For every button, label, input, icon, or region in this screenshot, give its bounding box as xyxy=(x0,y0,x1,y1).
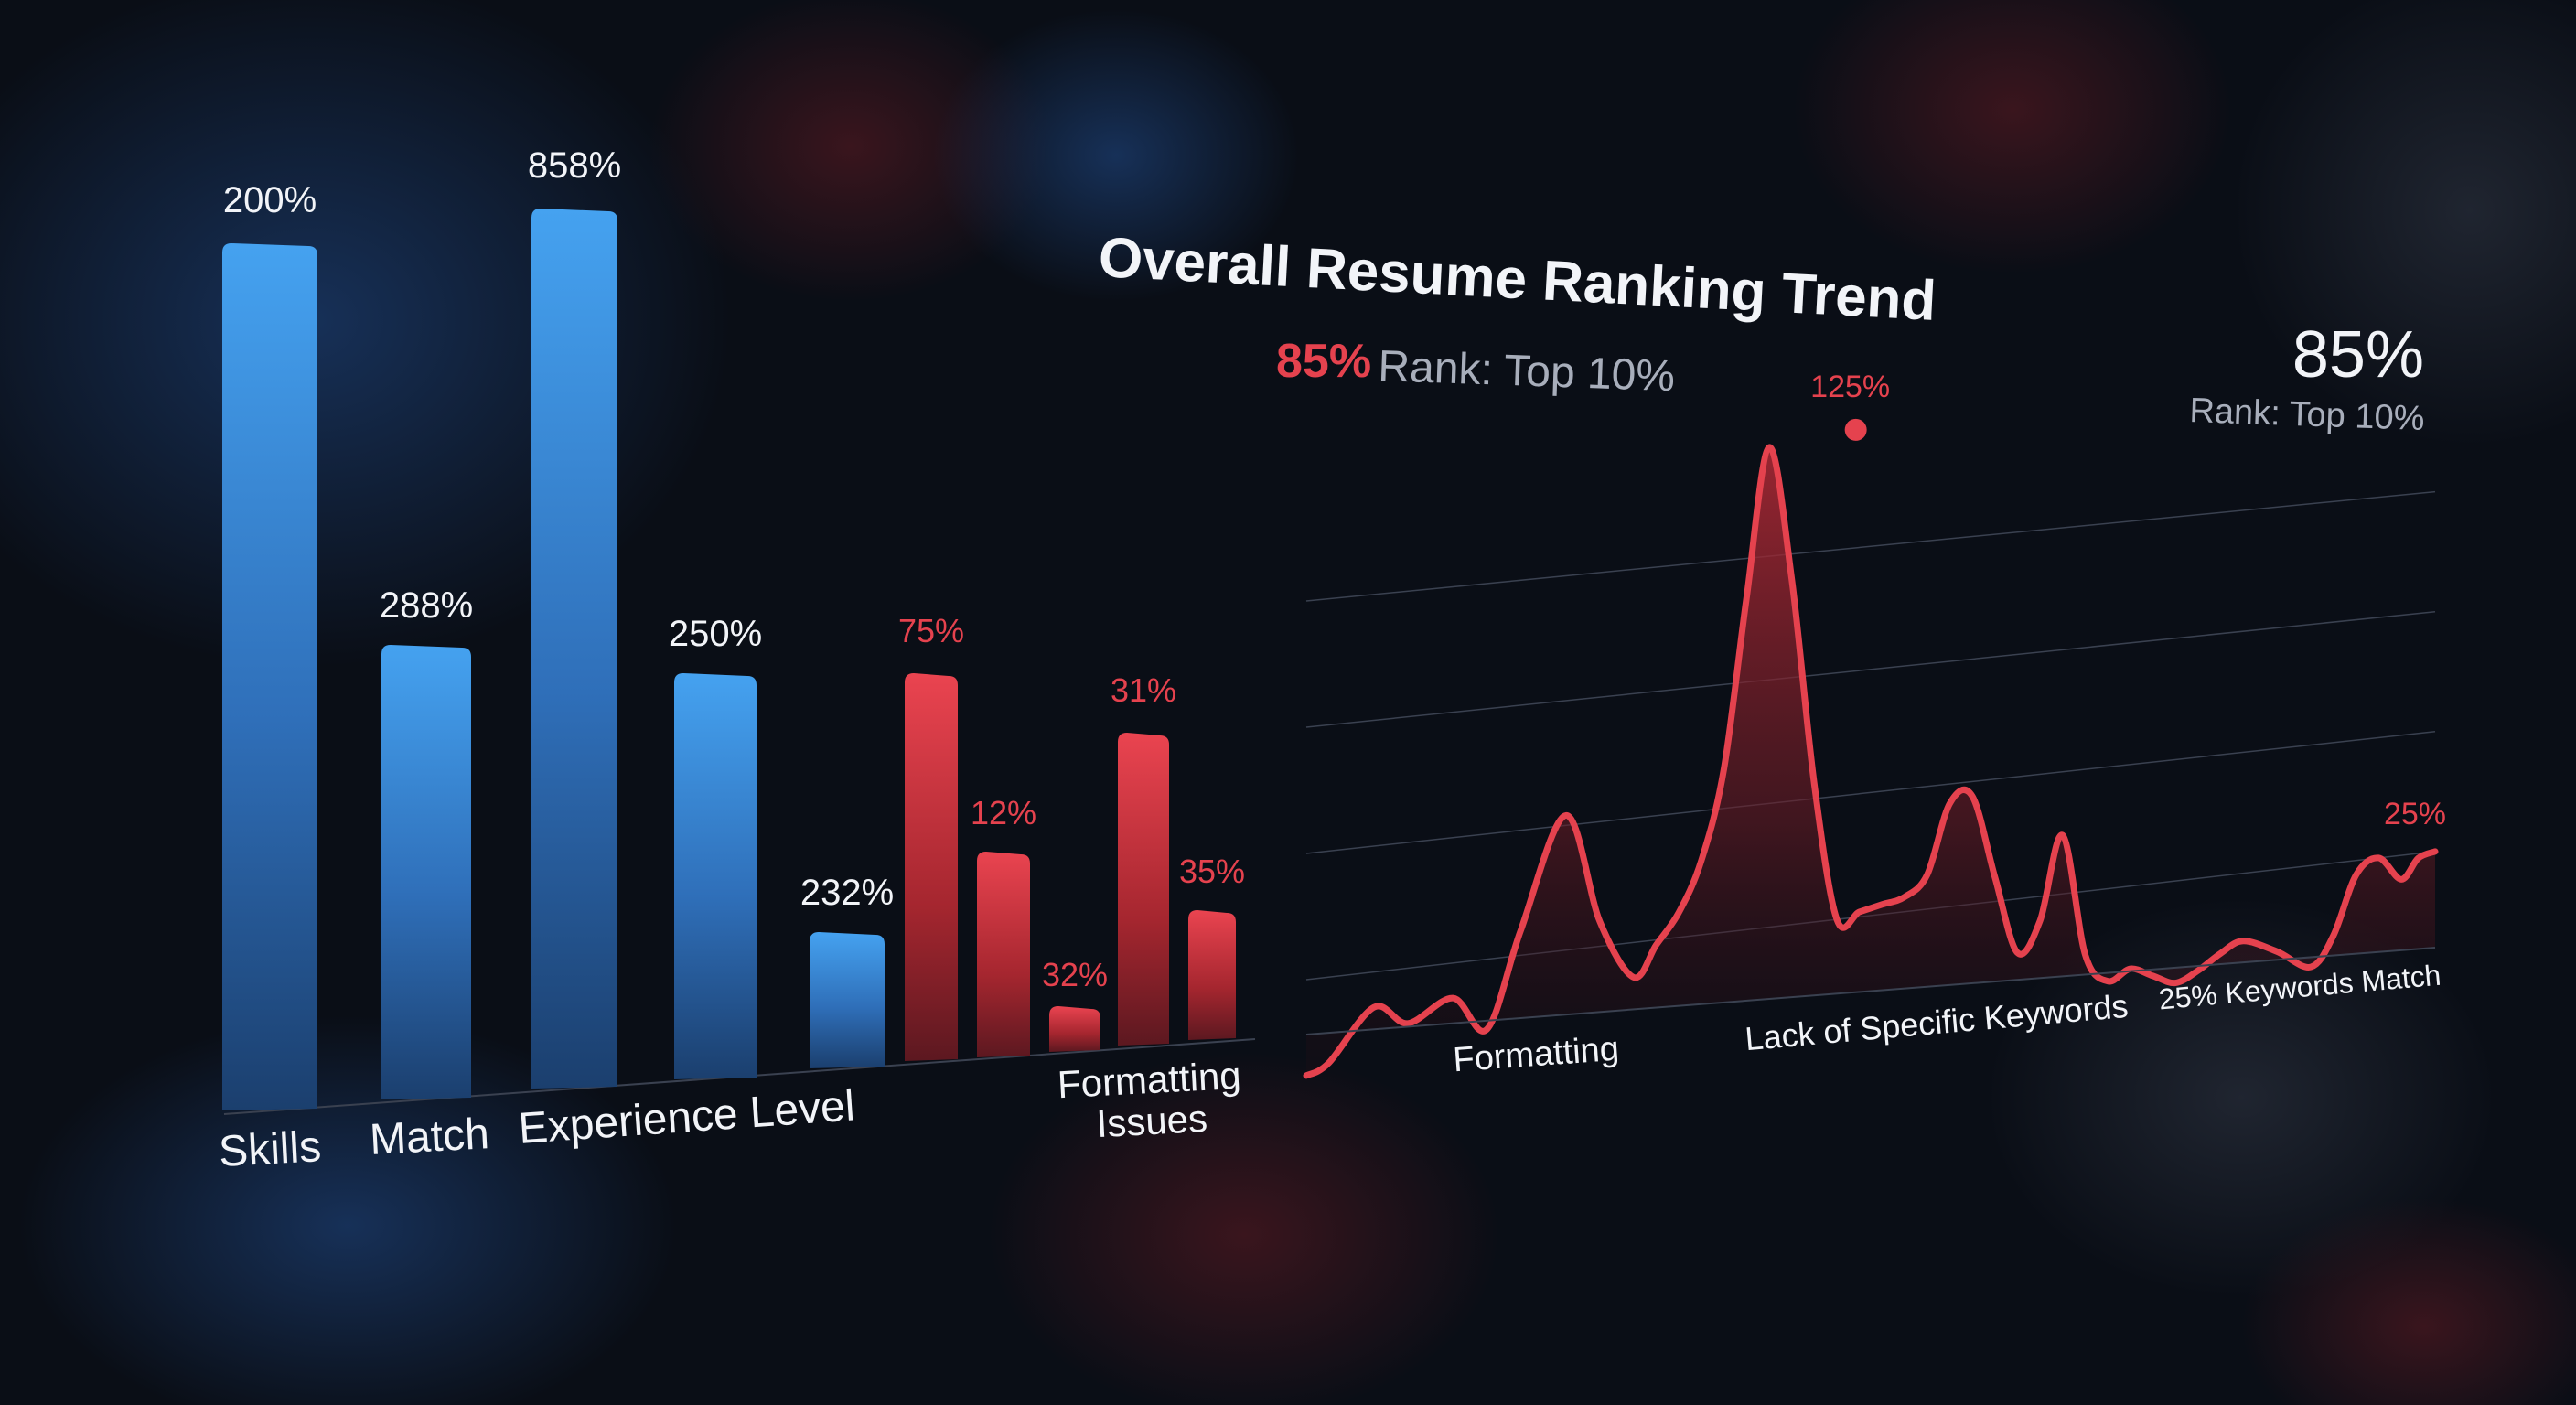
bar-value-label-9: 31% xyxy=(1111,671,1176,709)
annotation-label-2: 25% xyxy=(2384,797,2446,831)
bar-value-labels: 200% 288% 858% 250% 232% 75% 12% 32% 31% 35% xyxy=(223,145,1245,993)
gridline-4 xyxy=(1305,490,2436,602)
bar-value-label-1: 200% xyxy=(223,180,317,220)
x-label-formatting: Formatting xyxy=(1452,1030,1620,1080)
peak-marker xyxy=(1844,418,1867,441)
category-label-match: Match xyxy=(369,1110,490,1164)
bar-blue-3 xyxy=(531,209,617,1089)
gridline-3 xyxy=(1305,610,2436,728)
bar-blue-5 xyxy=(810,932,885,1068)
bar-value-label-2: 288% xyxy=(380,585,473,626)
bar-value-label-4: 250% xyxy=(669,614,762,654)
chart-title: Overall Resume Ranking Trend xyxy=(1097,226,1937,333)
bar-red-6 xyxy=(905,673,958,1061)
bar-value-label-5: 232% xyxy=(800,873,894,913)
bar-value-label-6: 75% xyxy=(898,612,964,649)
corner-rank: Rank: Top 10% xyxy=(2189,391,2425,438)
bar-value-label-7: 12% xyxy=(971,794,1036,831)
bar-value-label-3: 858% xyxy=(528,145,621,186)
bar-red-9 xyxy=(1118,733,1169,1046)
score-value: 85% xyxy=(1276,335,1371,388)
score-rank: Rank: Top 10% xyxy=(1378,342,1676,401)
bar-red-8 xyxy=(1049,1006,1100,1052)
bars xyxy=(222,209,1236,1110)
category-label-issues: Issues xyxy=(1095,1097,1208,1145)
category-label-skills: Skills xyxy=(218,1122,323,1176)
bar-red-10 xyxy=(1188,910,1236,1040)
bar-blue-1 xyxy=(222,243,317,1110)
area-fill xyxy=(1306,446,2435,1076)
bar-chart: 200% 288% 858% 250% 232% 75% 12% 32% 31% 35% Skil… xyxy=(218,145,1256,1176)
bar-blue-2 xyxy=(381,645,471,1099)
corner-value: 85% xyxy=(2292,318,2424,391)
bar-blue-4 xyxy=(674,673,757,1079)
category-label-formatting: Formatting xyxy=(1057,1054,1242,1106)
bar-value-label-10: 35% xyxy=(1179,853,1245,890)
peak-annotations: 125% 25% xyxy=(1810,370,2446,831)
bar-red-7 xyxy=(977,852,1030,1057)
annotation-label-1: 125% xyxy=(1810,370,1890,404)
trend-line xyxy=(1303,444,2439,1079)
gridline-2 xyxy=(1305,731,2436,854)
area-baseline xyxy=(1305,947,2436,1035)
area-series xyxy=(1303,444,2439,1079)
area-chart: Overall Resume Ranking Trend 85% Rank: T… xyxy=(1097,226,2446,1079)
bar-value-label-8: 32% xyxy=(1042,956,1108,993)
